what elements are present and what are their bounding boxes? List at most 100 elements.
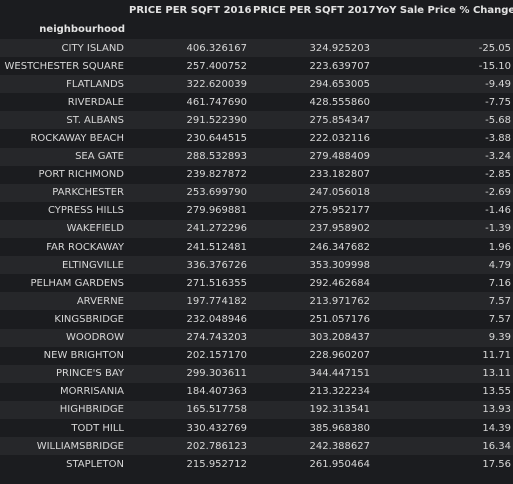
table-row: ROCKAWAY BEACH 230.644515 222.032116 -3.88 — [0, 129, 513, 148]
row-label-neighbourhood: MORRISANIA — [60, 386, 124, 398]
cell-price-2016: 232.048946 — [186, 313, 247, 325]
row-label-neighbourhood: ARVERNE — [76, 295, 124, 307]
cell-price-2017: 233.182807 — [309, 169, 370, 181]
table-row: MORRISANIA 184.407363 213.322234 13.55 — [0, 382, 513, 401]
row-label-neighbourhood: ROCKAWAY BEACH — [30, 133, 124, 145]
row-label-neighbourhood: HIGHBRIDGE — [59, 404, 124, 416]
row-label-neighbourhood: WAKEFIELD — [66, 223, 124, 235]
cell-yoy-change: 14.39 — [482, 422, 511, 434]
table-row: WESTCHESTER SQUARE 257.400752 223.639707 -1… — [0, 57, 513, 76]
cell-price-2016: 322.620039 — [186, 78, 247, 90]
table-row: WAKEFIELD 241.272296 237.958902 -1.39 — [0, 219, 513, 239]
column-header-price-2016: PRICE PER SQFT 2016 — [129, 4, 252, 16]
cell-price-2017: 246.347682 — [309, 241, 370, 253]
cell-price-2016: 257.400752 — [186, 60, 247, 72]
index-name-row: neighbourhood — [0, 20, 513, 39]
cell-price-2017: 213.322234 — [309, 386, 370, 398]
cell-price-2016: 239.827872 — [186, 169, 247, 181]
cell-price-2017: 223.639707 — [309, 60, 370, 72]
row-label-neighbourhood: ELTINGVILLE — [61, 259, 124, 271]
cell-price-2017: 242.388627 — [309, 440, 370, 452]
row-label-neighbourhood: CYPRESS HILLS — [47, 205, 124, 217]
cell-yoy-change: -25.05 — [478, 42, 511, 54]
row-label-neighbourhood: WILLIAMSBRIDGE — [36, 440, 124, 452]
table-row: FAR ROCKAWAY 241.512481 246.347682 1.96 — [0, 238, 513, 257]
row-label-neighbourhood: ST. ALBANS — [66, 114, 124, 126]
cell-yoy-change: 16.34 — [482, 440, 511, 452]
column-header-price-2017: PRICE PER SQFT 2017 — [253, 4, 376, 16]
cell-price-2017: 294.653005 — [309, 78, 370, 90]
cell-yoy-change: 11.71 — [482, 350, 511, 362]
cell-price-2017: 344.447151 — [309, 368, 370, 380]
cell-price-2017: 279.488409 — [309, 151, 370, 163]
dataframe-table: PRICE PER SQFT 2016 PRICE PER SQFT 2017 … — [0, 0, 513, 474]
cell-price-2017: 261.950464 — [309, 458, 370, 470]
cell-price-2016: 197.774182 — [186, 295, 247, 307]
row-label-neighbourhood: PRINCE'S BAY — [55, 368, 124, 380]
cell-yoy-change: 7.16 — [488, 277, 511, 289]
cell-price-2016: 299.303611 — [186, 368, 247, 380]
cell-yoy-change: -9.49 — [485, 78, 511, 90]
cell-price-2016: 279.969881 — [186, 205, 247, 217]
cell-yoy-change: -1.46 — [485, 205, 511, 217]
cell-price-2016: 253.699790 — [186, 187, 247, 199]
cell-price-2017: 213.971762 — [309, 295, 370, 307]
cell-price-2017: 251.057176 — [309, 313, 370, 325]
cell-price-2016: 202.786123 — [186, 440, 247, 452]
cell-price-2017: 247.056018 — [309, 187, 370, 199]
row-label-neighbourhood: PELHAM GARDENS — [30, 277, 124, 289]
table-row: STAPLETON 215.952712 261.950464 17.56 — [0, 455, 513, 474]
cell-price-2017: 237.958902 — [309, 223, 370, 235]
table-row: CYPRESS HILLS 279.969881 275.952177 -1.46 — [0, 201, 513, 220]
table-row: ARVERNE 197.774182 213.971762 7.57 — [0, 292, 513, 311]
cell-price-2017: 428.555860 — [309, 96, 370, 108]
cell-yoy-change: 13.93 — [482, 404, 511, 416]
row-label-neighbourhood: WESTCHESTER SQUARE — [4, 60, 124, 72]
cell-price-2016: 406.326167 — [186, 42, 247, 54]
cell-yoy-change: -1.39 — [485, 223, 511, 235]
table-row: PORT RICHMOND 239.827872 233.182807 -2.85 — [0, 165, 513, 184]
cell-price-2016: 330.432769 — [186, 422, 247, 434]
cell-price-2017: 292.462684 — [309, 277, 370, 289]
cell-yoy-change: -5.68 — [485, 114, 511, 126]
cell-yoy-change: 7.57 — [488, 295, 511, 307]
table-row: NEW BRIGHTON 202.157170 228.960207 11.71 — [0, 346, 513, 365]
row-label-neighbourhood: WOODROW — [65, 332, 124, 344]
table-row: PARKCHESTER 253.699790 247.056018 -2.69 — [0, 183, 513, 202]
cell-yoy-change: 17.56 — [482, 458, 511, 470]
row-label-neighbourhood: KINGSBRIDGE — [54, 313, 124, 325]
cell-yoy-change: -3.24 — [485, 151, 511, 163]
row-label-neighbourhood: STAPLETON — [66, 458, 124, 470]
cell-yoy-change: -3.88 — [485, 133, 511, 145]
table-body: CITY ISLAND 406.326167 324.925203 -25.05 WES… — [0, 39, 513, 474]
cell-yoy-change: 13.11 — [482, 368, 511, 380]
cell-yoy-change: -2.85 — [485, 169, 511, 181]
table-row: FLATLANDS 322.620039 294.653005 -9.49 — [0, 75, 513, 94]
cell-price-2017: 275.952177 — [309, 205, 370, 217]
row-label-neighbourhood: TODT HILL — [71, 422, 124, 434]
cell-yoy-change: 13.55 — [482, 386, 511, 398]
cell-price-2016: 241.272296 — [186, 223, 247, 235]
cell-price-2016: 202.157170 — [186, 350, 247, 362]
cell-price-2016: 291.522390 — [186, 114, 247, 126]
table-row: CITY ISLAND 406.326167 324.925203 -25.05 — [0, 39, 513, 58]
cell-price-2017: 385.968380 — [309, 422, 370, 434]
cell-price-2016: 184.407363 — [186, 386, 247, 398]
index-name: neighbourhood — [39, 24, 125, 35]
cell-price-2017: 324.925203 — [309, 42, 370, 54]
row-label-neighbourhood: SEA GATE — [75, 151, 124, 163]
table-row: KINGSBRIDGE 232.048946 251.057176 7.57 — [0, 310, 513, 329]
cell-yoy-change: -15.10 — [478, 60, 511, 72]
row-label-neighbourhood: FAR ROCKAWAY — [46, 241, 124, 253]
cell-price-2016: 241.512481 — [186, 241, 247, 253]
row-label-neighbourhood: PARKCHESTER — [52, 187, 124, 199]
column-header-row: PRICE PER SQFT 2016 PRICE PER SQFT 2017 … — [0, 0, 513, 20]
row-label-neighbourhood: NEW BRIGHTON — [43, 350, 124, 362]
cell-price-2017: 222.032116 — [309, 133, 370, 145]
cell-price-2017: 192.313541 — [309, 404, 370, 416]
cell-price-2016: 215.952712 — [186, 458, 247, 470]
row-label-neighbourhood: RIVERDALE — [67, 96, 124, 108]
cell-yoy-change: 7.57 — [488, 313, 511, 325]
row-label-neighbourhood: FLATLANDS — [66, 78, 124, 90]
cell-price-2016: 274.743203 — [186, 332, 247, 344]
